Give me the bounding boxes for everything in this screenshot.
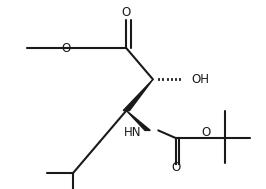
Text: OH: OH: [192, 73, 210, 86]
Text: O: O: [122, 6, 131, 19]
Text: O: O: [61, 42, 70, 55]
Polygon shape: [123, 79, 153, 111]
Text: HN: HN: [123, 126, 141, 139]
Text: O: O: [171, 161, 180, 174]
Polygon shape: [126, 111, 150, 130]
Text: O: O: [201, 126, 210, 139]
